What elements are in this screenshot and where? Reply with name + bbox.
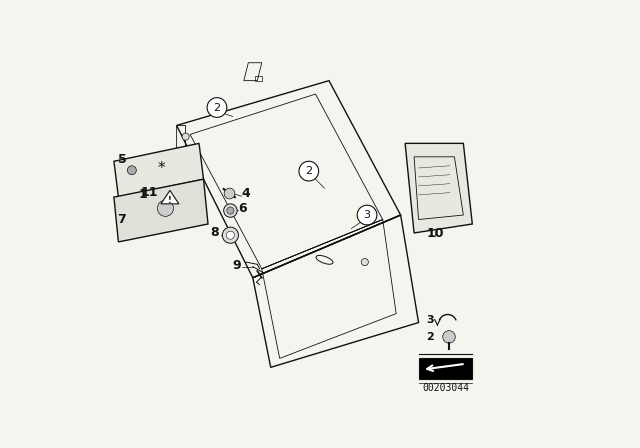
- Text: 11: 11: [140, 186, 157, 199]
- Polygon shape: [405, 143, 472, 233]
- Bar: [419, 358, 472, 379]
- Circle shape: [310, 169, 317, 176]
- Polygon shape: [114, 179, 208, 242]
- Circle shape: [361, 258, 369, 266]
- Text: 6: 6: [238, 202, 247, 215]
- Circle shape: [443, 331, 455, 343]
- Circle shape: [127, 166, 136, 175]
- Text: 3: 3: [426, 315, 433, 325]
- Text: 3: 3: [364, 210, 371, 220]
- Polygon shape: [114, 143, 204, 197]
- Circle shape: [182, 133, 189, 140]
- Text: 2: 2: [426, 332, 434, 342]
- Text: 4: 4: [242, 187, 250, 201]
- Circle shape: [357, 205, 377, 225]
- Circle shape: [299, 161, 319, 181]
- Text: 00203044: 00203044: [422, 383, 469, 392]
- Text: 2: 2: [213, 103, 221, 112]
- Circle shape: [224, 188, 235, 199]
- Text: *: *: [157, 160, 164, 176]
- Bar: [255, 76, 262, 81]
- Text: 7: 7: [118, 213, 126, 226]
- Text: !: !: [168, 196, 172, 205]
- Text: 5: 5: [118, 152, 126, 166]
- Text: 10: 10: [427, 227, 444, 241]
- Circle shape: [227, 207, 234, 214]
- Circle shape: [157, 200, 173, 216]
- Polygon shape: [161, 190, 179, 204]
- Circle shape: [227, 231, 234, 239]
- Text: 9: 9: [233, 258, 241, 272]
- Circle shape: [207, 98, 227, 117]
- Circle shape: [222, 227, 239, 243]
- Circle shape: [224, 204, 237, 217]
- Text: 2: 2: [305, 166, 312, 176]
- Text: 1: 1: [139, 188, 147, 202]
- Text: 8: 8: [211, 226, 219, 240]
